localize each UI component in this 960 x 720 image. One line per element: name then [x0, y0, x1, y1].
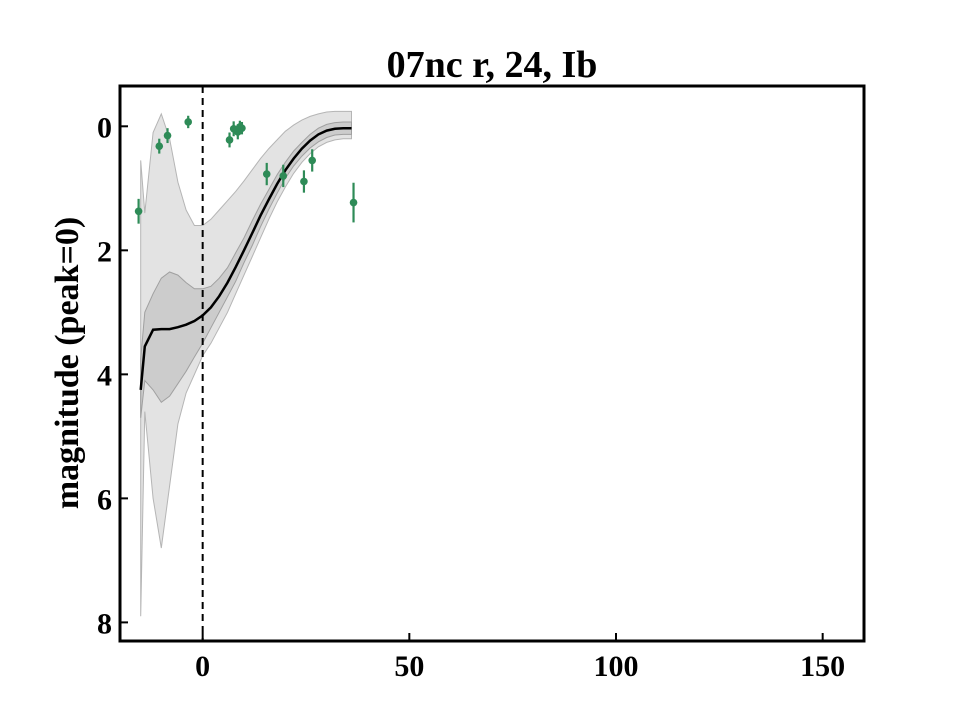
- plot-area: 0 50 100 150 0 2 4 6 8: [97, 84, 866, 683]
- x-tick-label: 50: [394, 650, 424, 683]
- fit-line: [139, 126, 352, 391]
- data-point: [349, 198, 358, 207]
- x-tick-label: 100: [594, 650, 639, 683]
- data-point: [184, 118, 192, 126]
- data-point: [262, 170, 271, 178]
- x-tick-label: 150: [800, 650, 845, 683]
- x-tick-label: 0: [195, 650, 210, 683]
- chart-title: 07nc r, 24, Ib: [387, 44, 598, 86]
- data-point: [134, 207, 143, 216]
- data-point: [225, 136, 234, 144]
- y-axis-label: magnitude (peak=0): [49, 217, 86, 509]
- y-tick-label: 6: [97, 483, 112, 516]
- data-point: [279, 172, 288, 180]
- data-point: [300, 177, 308, 186]
- y-tick-label: 0: [97, 111, 112, 144]
- data-point: [155, 142, 164, 150]
- data-point: [238, 124, 246, 132]
- data-point: [308, 156, 317, 165]
- y-tick-label: 4: [97, 359, 112, 392]
- y-tick-label: 8: [97, 607, 112, 640]
- plot-frame: [118, 84, 866, 643]
- data-point: [163, 131, 172, 140]
- y-tick-label: 2: [97, 235, 112, 268]
